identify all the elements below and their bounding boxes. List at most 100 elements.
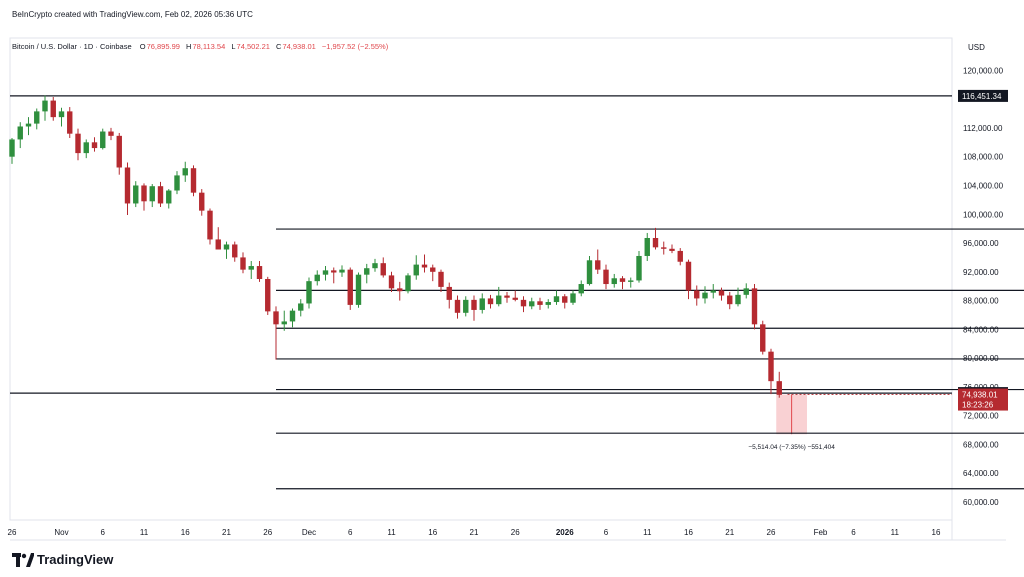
candle-body	[223, 244, 230, 250]
time-tick-label: 16	[428, 528, 437, 537]
price-tick-label: 104,000.00	[963, 181, 1004, 190]
candle-body	[339, 269, 345, 273]
candle-body	[438, 271, 444, 287]
candle-body	[289, 310, 296, 322]
candle-countdown-label: 18:23:26	[962, 401, 994, 410]
high-value: 78,113.54	[192, 42, 226, 51]
candle-body	[75, 133, 81, 154]
time-tick-label: 16	[181, 528, 190, 537]
candle-body	[331, 270, 337, 273]
candle-body	[545, 302, 551, 305]
candle-body	[628, 280, 634, 282]
time-tick-label: 6	[348, 528, 353, 537]
time-tick-label: 16	[684, 528, 693, 537]
candle-body	[298, 303, 304, 311]
candle-body	[537, 301, 543, 305]
candle-body	[124, 167, 131, 204]
candle-body	[421, 264, 428, 268]
current-price-tag	[958, 388, 1008, 411]
candle-body	[273, 311, 279, 325]
candle-body	[380, 263, 386, 276]
candle-body	[372, 263, 378, 269]
candle-body	[553, 296, 560, 303]
candle-body	[454, 299, 461, 313]
candle-body	[727, 295, 733, 305]
candle-body	[190, 168, 197, 193]
candle-body	[751, 288, 758, 325]
price-tick-label: 60,000.00	[963, 498, 999, 507]
candle-body	[735, 294, 741, 305]
candle-body	[776, 381, 782, 395]
time-tick-label: 26	[767, 528, 776, 537]
open-key: O	[139, 42, 146, 51]
level-price-tag	[958, 89, 1008, 102]
candle-body	[322, 270, 329, 275]
tradingview-logo[interactable]: TradingView	[12, 552, 113, 567]
candle-body	[463, 299, 469, 313]
candle-body	[702, 292, 708, 299]
chart-credit: BeInCrypto created with TradingView.com,…	[12, 10, 253, 19]
candle-body	[694, 290, 700, 299]
candle-body	[479, 298, 485, 310]
candle-body	[768, 351, 774, 382]
price-tick-label: 112,000.00	[963, 124, 1003, 133]
candle-body	[149, 186, 155, 202]
tradingview-logo-text: TradingView	[37, 552, 114, 567]
candle-body	[430, 267, 436, 272]
time-tick-label: Dec	[302, 528, 316, 537]
time-tick-label: 6	[101, 528, 106, 537]
candle-body	[578, 284, 584, 294]
candle-body	[83, 142, 89, 154]
candle-body	[603, 269, 609, 285]
candle-body	[141, 185, 147, 202]
candle-body	[67, 111, 73, 134]
price-tick-label: 92,000.00	[963, 268, 999, 277]
candle-body	[619, 278, 626, 282]
symbol-label[interactable]: Bitcoin / U.S. Dollar · 1D · Coinbase	[12, 42, 132, 51]
price-tick-label: 96,000.00	[963, 239, 999, 248]
candle-body	[182, 168, 188, 176]
price-tick-label: 64,000.00	[963, 469, 999, 478]
time-tick-label: 11	[891, 528, 900, 537]
candle-body	[487, 298, 494, 305]
time-tick-label: 21	[222, 528, 231, 537]
candle-body	[232, 244, 238, 258]
currency-label[interactable]: USD	[968, 43, 985, 52]
price-tick-label: 84,000.00	[963, 325, 999, 334]
ohlc-legend: Bitcoin / U.S. Dollar · 1D · Coinbase O7…	[12, 42, 392, 51]
candle-body	[174, 175, 180, 191]
open-value: 76,895.99	[146, 42, 180, 51]
time-tick-label: 11	[387, 528, 396, 537]
time-tick-label: 6	[604, 528, 609, 537]
candle-body	[512, 297, 518, 300]
candle-body	[496, 295, 502, 305]
candle-body	[743, 288, 749, 295]
time-tick-label: 11	[643, 528, 652, 537]
candle-body	[91, 142, 98, 149]
candle-body	[388, 275, 395, 289]
time-tick-label: 21	[725, 528, 734, 537]
candle-body	[314, 274, 320, 282]
candle-body	[17, 126, 23, 140]
change-value: −1,957.52 (−2.55%)	[321, 42, 389, 51]
candle-body	[636, 255, 642, 281]
low-key: L	[231, 42, 236, 51]
price-tick-label: 120,000.00	[963, 66, 1004, 75]
close-key: C	[276, 42, 282, 51]
candle-body	[760, 324, 766, 352]
candle-body	[240, 257, 246, 270]
candle-body	[718, 290, 725, 296]
candle-body	[661, 247, 667, 249]
close-value: 74,938.01	[282, 42, 316, 51]
candle-body	[586, 260, 593, 285]
time-tick-label: 26	[263, 528, 272, 537]
price-tick-label: 68,000.00	[963, 440, 999, 449]
candle-body	[397, 288, 403, 292]
time-tick-label: 11	[140, 528, 149, 537]
time-tick-label: 16	[932, 528, 941, 537]
candle-body	[677, 250, 683, 262]
candle-body	[42, 100, 48, 112]
candle-body	[355, 274, 362, 305]
candle-body	[685, 261, 692, 291]
